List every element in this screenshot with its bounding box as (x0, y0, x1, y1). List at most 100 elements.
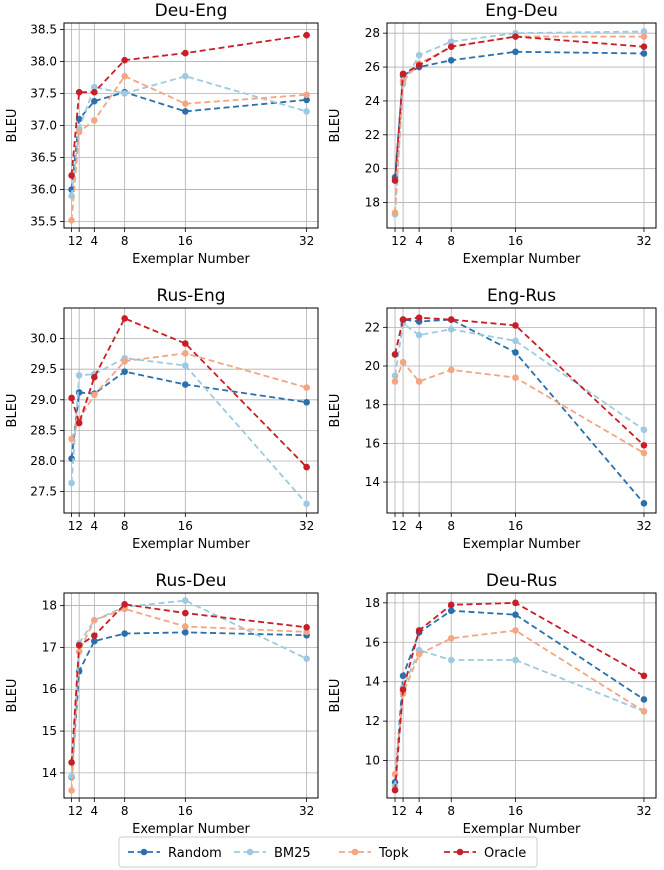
x-tick-label: 2 (399, 234, 407, 248)
legend-entry-bm25: BM25 (234, 846, 311, 861)
data-point-bm25 (68, 479, 75, 487)
legend-entry-oracle: Oracle (444, 846, 526, 861)
data-point-topk (640, 449, 648, 457)
legend-label: BM25 (274, 846, 311, 861)
legend: Random BM25 Topk Oracle (118, 836, 538, 868)
chart-deu-eng: 1 2 4 8 16 32 35.5 36.0 36.5 37.0 37.5 38.0 38.5 Deu-… (5, 1, 319, 267)
y-tick-label: 38.0 (30, 54, 57, 68)
y-tick-label: 37.5 (30, 86, 57, 100)
data-point-oracle (182, 340, 189, 347)
series-topk (391, 33, 648, 217)
x-tick-label: 16 (508, 234, 523, 248)
y-tick-label: 20 (365, 359, 380, 373)
data-point-oracle (91, 88, 98, 96)
x-tick-label: 4 (415, 804, 423, 818)
data-point-oracle (182, 49, 189, 57)
chart-panels: 1 2 4 8 16 3235.536.036.537.037.538.038.5Deu-… (5, 1, 657, 837)
data-point-oracle (303, 624, 310, 631)
data-point-random (303, 96, 310, 104)
data-point-oracle (640, 672, 648, 680)
y-tick-label: 14 (365, 475, 380, 489)
series-line-bm25 (394, 30, 644, 215)
series-line-oracle (394, 35, 645, 181)
y-tick-label: 28 (365, 26, 380, 40)
data-point-oracle (447, 316, 455, 323)
series-topk (68, 605, 310, 794)
legend-frame (118, 836, 538, 868)
data-point-topk (303, 91, 310, 99)
legend-entry-random: Random (128, 846, 222, 861)
chart-title: Rus-Deu (155, 571, 226, 591)
gridlines (64, 308, 318, 513)
data-point-oracle (447, 601, 455, 609)
data-point-random (640, 50, 648, 57)
x-tick-label: 8 (121, 804, 129, 818)
data-point-oracle (391, 351, 399, 358)
y-tick-label: 27.5 (30, 485, 57, 499)
data-point-topk (68, 787, 75, 794)
gridlines (387, 593, 656, 798)
y-tick-label: 30.0 (30, 332, 57, 346)
axes-frame (386, 307, 657, 514)
series-random (68, 368, 310, 462)
data-point-oracle (391, 786, 399, 794)
x-tick-label: 32 (299, 234, 314, 248)
y-tick-label: 29.5 (30, 362, 57, 376)
data-point-topk (121, 357, 128, 365)
data-point-oracle (391, 177, 399, 184)
x-axis-label: Exemplar Number (132, 252, 250, 267)
data-point-random (121, 368, 128, 375)
x-tick-label: 8 (447, 804, 455, 818)
series-line-bm25 (394, 321, 645, 431)
data-point-bm25 (415, 51, 423, 59)
y-axis-label: BLEU (5, 394, 20, 428)
data-point-oracle (75, 88, 83, 96)
chart-title: Rus-Eng (156, 286, 225, 306)
data-point-topk (391, 771, 399, 778)
series-oracle (391, 33, 648, 184)
data-point-random (91, 637, 98, 645)
data-point-topk (68, 435, 75, 443)
data-point-topk (640, 707, 648, 715)
series-line-oracle (70, 603, 307, 763)
series-bm25 (391, 28, 648, 218)
y-tick-label: 22 (365, 320, 380, 334)
y-tick-label: 18 (365, 196, 380, 210)
x-tick-label: 2 (75, 519, 83, 533)
data-point-bm25 (91, 83, 98, 91)
data-point-oracle (303, 463, 310, 471)
data-point-bm25 (182, 72, 189, 80)
data-point-oracle (121, 315, 128, 322)
legend-label: Random (168, 846, 222, 861)
x-tick-label: 2 (399, 804, 407, 818)
data-point-oracle (121, 600, 128, 608)
y-tick-label: 20 (365, 162, 380, 176)
data-point-oracle (399, 686, 407, 693)
x-axis-label: Exemplar Number (132, 537, 250, 552)
legend-swatch-marker (456, 848, 464, 856)
y-tick-label: 26 (365, 60, 380, 74)
axes-frame (63, 307, 319, 514)
y-tick-label: 24 (365, 94, 380, 108)
y-tick-label: 28.5 (30, 423, 57, 437)
y-tick-label: 16 (42, 682, 57, 696)
data-point-random (399, 672, 407, 680)
y-tick-label: 16 (365, 436, 380, 450)
x-tick-label: 8 (121, 234, 129, 248)
y-axis-label: BLEU (5, 109, 20, 143)
data-point-oracle (415, 62, 423, 69)
x-tick-label: 4 (415, 234, 423, 248)
data-point-topk (415, 650, 423, 658)
y-axis-label: BLEU (328, 679, 343, 713)
y-tick-label: 18 (365, 596, 380, 610)
data-point-oracle (303, 31, 310, 39)
data-point-random (447, 607, 455, 615)
data-point-oracle (91, 632, 98, 639)
y-tick-label: 38.5 (30, 22, 57, 36)
data-point-topk (75, 648, 83, 655)
legend-swatch-marker (140, 848, 148, 856)
series-oracle (68, 600, 310, 766)
axes-frame (63, 592, 319, 799)
data-point-random (121, 630, 128, 637)
x-tick-label: 8 (447, 234, 455, 248)
